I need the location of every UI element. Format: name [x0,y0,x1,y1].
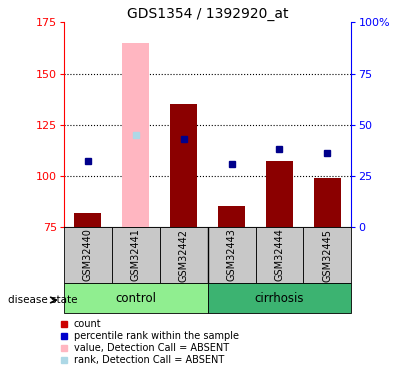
Bar [112,227,159,283]
Text: GSM32445: GSM32445 [323,228,332,282]
Text: GSM32443: GSM32443 [226,228,236,281]
Bar [256,227,303,283]
Text: GSM32441: GSM32441 [131,228,141,281]
Bar [218,206,245,227]
Text: GSM32442: GSM32442 [179,228,189,282]
Title: GDS1354 / 1392920_at: GDS1354 / 1392920_at [127,8,288,21]
Text: GSM32444: GSM32444 [275,228,284,281]
Bar [314,178,341,227]
Text: GSM32440: GSM32440 [83,228,92,281]
Text: control: control [115,292,156,304]
Text: disease state: disease state [8,295,78,305]
Bar [208,227,256,283]
Text: cirrhosis: cirrhosis [255,292,304,304]
Text: percentile rank within the sample: percentile rank within the sample [74,332,239,341]
Bar [303,227,351,283]
Text: value, Detection Call = ABSENT: value, Detection Call = ABSENT [74,344,229,353]
Bar [122,43,149,227]
Bar [266,162,293,227]
Bar [208,283,351,313]
Bar [74,213,101,227]
Bar [64,283,208,313]
Bar [64,227,112,283]
Bar [171,104,197,227]
Bar [159,227,208,283]
Text: rank, Detection Call = ABSENT: rank, Detection Call = ABSENT [74,356,224,365]
Text: count: count [74,320,102,329]
